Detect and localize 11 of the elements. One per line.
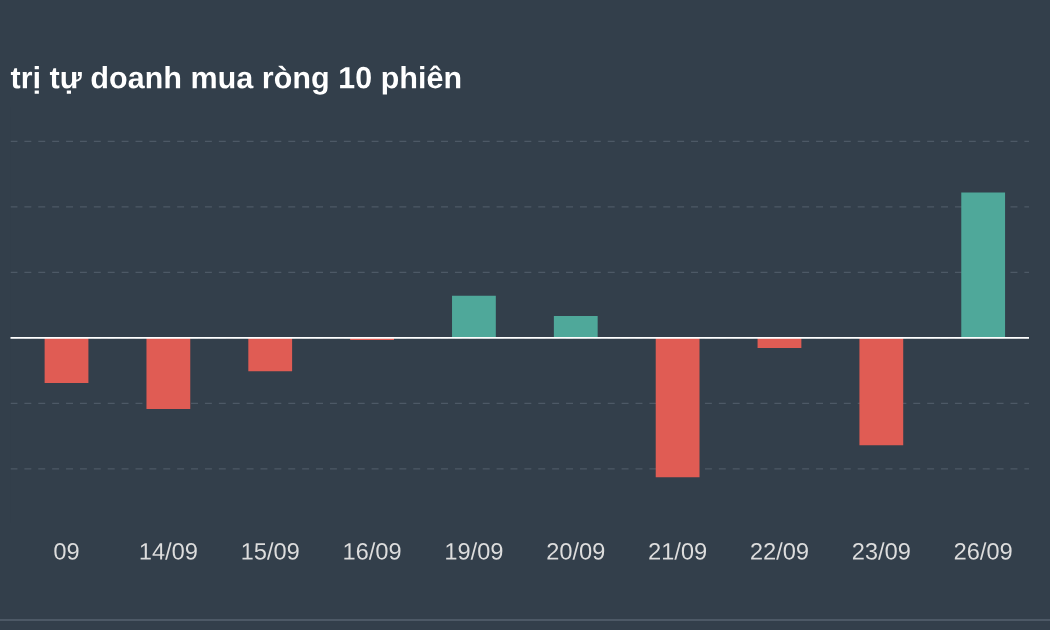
x-tick-label: 22/09 (751, 542, 808, 560)
x-tick-label: 21/09 (649, 542, 707, 560)
x-tick-label: 15/09 (242, 542, 299, 560)
x-tick-label: 23/09 (852, 542, 910, 560)
x-tick-label: 19/09 (446, 542, 503, 560)
x-tick-label: 20/09 (547, 542, 605, 560)
x-tick-label: 09 (54, 542, 79, 560)
x-tick-label: 26/09 (954, 542, 1012, 560)
x-tick-label: 14/09 (140, 542, 197, 560)
x-tick-label: 16/09 (344, 542, 401, 560)
chart-title: trị tự doanh mua ròng 10 phiên (10, 65, 461, 95)
